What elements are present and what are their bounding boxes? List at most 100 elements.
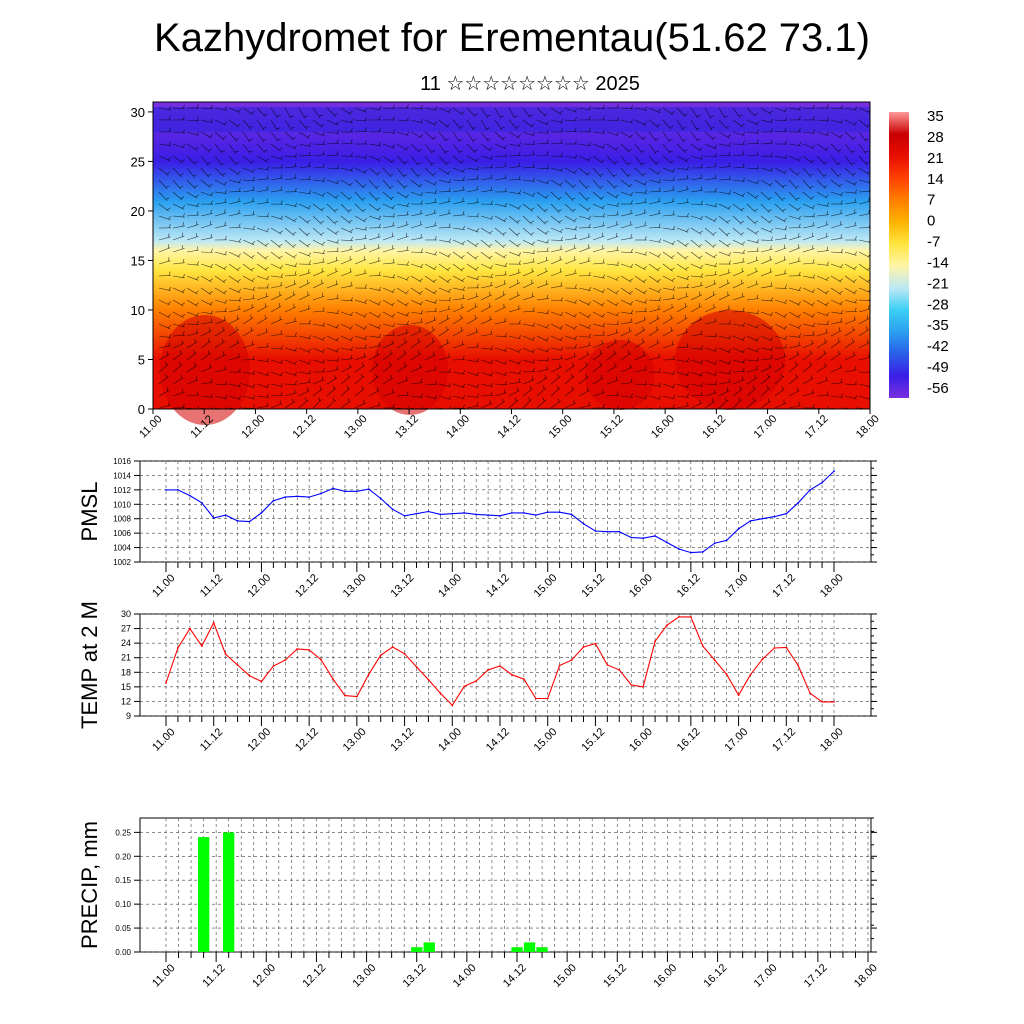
data-point	[248, 674, 251, 677]
data-point	[701, 645, 704, 647]
data-point	[701, 551, 704, 553]
y-tick-label: 9	[126, 711, 131, 721]
data-point	[725, 539, 728, 542]
x-tick-label: 13.00	[341, 726, 369, 754]
data-point	[427, 510, 430, 513]
data-point	[451, 512, 454, 515]
y-tick-label: 1010	[113, 500, 131, 509]
x-tick-label: 15.12	[598, 413, 626, 441]
data-point	[296, 648, 299, 650]
data-point	[511, 673, 513, 676]
pmsl-chart: 1002 1004 1006 1008 1010 1012 1014 1016 11.00 11.…	[77, 457, 877, 600]
data-point	[344, 490, 346, 493]
x-tick-label: 18.00	[818, 726, 846, 754]
y-tick-label: 1014	[113, 471, 131, 480]
data-point	[284, 659, 287, 661]
x-tick-label: 12.00	[250, 962, 278, 990]
y-tick-label: 0.20	[115, 852, 131, 861]
data-point	[224, 514, 227, 516]
data-point	[558, 664, 561, 667]
x-tick-label: 14.12	[501, 962, 529, 990]
data-point	[487, 669, 489, 671]
precip-bar	[411, 947, 423, 952]
data-point	[809, 692, 811, 695]
plot-frame	[139, 460, 872, 563]
data-point	[570, 513, 573, 516]
data-point	[177, 647, 179, 649]
jet-band	[153, 106, 870, 132]
y-tick-label: 25	[131, 154, 145, 169]
x-tick-label: 15.00	[532, 726, 560, 754]
x-tick-label: 11.12	[198, 726, 225, 753]
precip-bar	[536, 947, 548, 952]
x-tick-label: 18.00	[818, 572, 846, 600]
data-point	[200, 645, 203, 647]
x-tick-label: 12.00	[245, 572, 273, 600]
y-tick-label: 12	[121, 696, 131, 706]
data-point	[821, 481, 823, 484]
data-point	[761, 517, 764, 520]
colorbar-label: 14	[927, 171, 944, 188]
data-point	[308, 496, 310, 498]
precip-bar	[523, 942, 536, 952]
data-point	[618, 530, 621, 533]
data-point	[546, 511, 549, 514]
data-point	[582, 646, 585, 648]
data-point	[523, 512, 525, 514]
colorbar-label: 21	[927, 150, 944, 167]
colorbar-label: -56	[927, 380, 949, 397]
data-point	[356, 490, 358, 493]
x-tick-label: 15.00	[532, 572, 560, 600]
colorbar-label: -14	[927, 254, 949, 271]
data-point	[606, 530, 609, 533]
y-tick-label: 30	[131, 105, 145, 120]
x-tick-label: 17.12	[770, 726, 798, 754]
data-point	[272, 665, 275, 667]
data-point	[654, 640, 656, 643]
colorbar-label: 28	[927, 129, 944, 146]
colorbar-label: -35	[927, 317, 949, 334]
data-point	[391, 508, 394, 511]
x-tick-label: 13.12	[401, 962, 429, 990]
x-tick-label: 16.12	[700, 413, 728, 441]
x-tick-label: 17.00	[722, 726, 750, 754]
y-tick-label: 10	[131, 303, 145, 318]
x-tick-label: 14.12	[484, 572, 512, 600]
data-point	[821, 701, 823, 703]
x-tick-label: 12.12	[300, 962, 328, 990]
data-point	[451, 704, 454, 707]
data-point	[200, 501, 203, 504]
data-point	[797, 664, 800, 667]
y-tick-label: 0.00	[115, 948, 131, 957]
data-point	[487, 514, 489, 516]
data-point	[654, 535, 656, 537]
data-point	[165, 682, 167, 684]
data-point	[439, 692, 442, 695]
data-point	[594, 530, 597, 532]
x-tick-label: 11.12	[200, 962, 227, 989]
data-point	[570, 659, 573, 661]
y-tick-label: 18	[121, 667, 131, 677]
data-point	[475, 680, 477, 682]
x-tick-label: 16.00	[627, 726, 655, 754]
y-tick-label: 0.10	[115, 900, 131, 909]
warm-core	[372, 325, 448, 415]
data-point	[678, 548, 680, 550]
data-point	[248, 520, 251, 523]
x-tick-label: 11.00	[150, 572, 177, 599]
precip-bar	[223, 832, 235, 952]
data-point	[690, 616, 692, 618]
data-point	[356, 695, 358, 698]
data-point	[177, 489, 179, 491]
data-point	[773, 515, 776, 518]
y-axis-label: TEMP at 2 M	[77, 601, 102, 729]
x-tick-label: 15.00	[547, 413, 575, 441]
data-point	[379, 654, 382, 657]
data-point	[630, 536, 633, 539]
y-tick-label: 1004	[113, 544, 131, 553]
colorbar-label: 7	[927, 192, 935, 209]
x-tick-label: 16.12	[675, 726, 703, 754]
data-point	[320, 492, 322, 495]
y-tick-label: 15	[121, 682, 131, 692]
warm-core	[675, 310, 785, 410]
